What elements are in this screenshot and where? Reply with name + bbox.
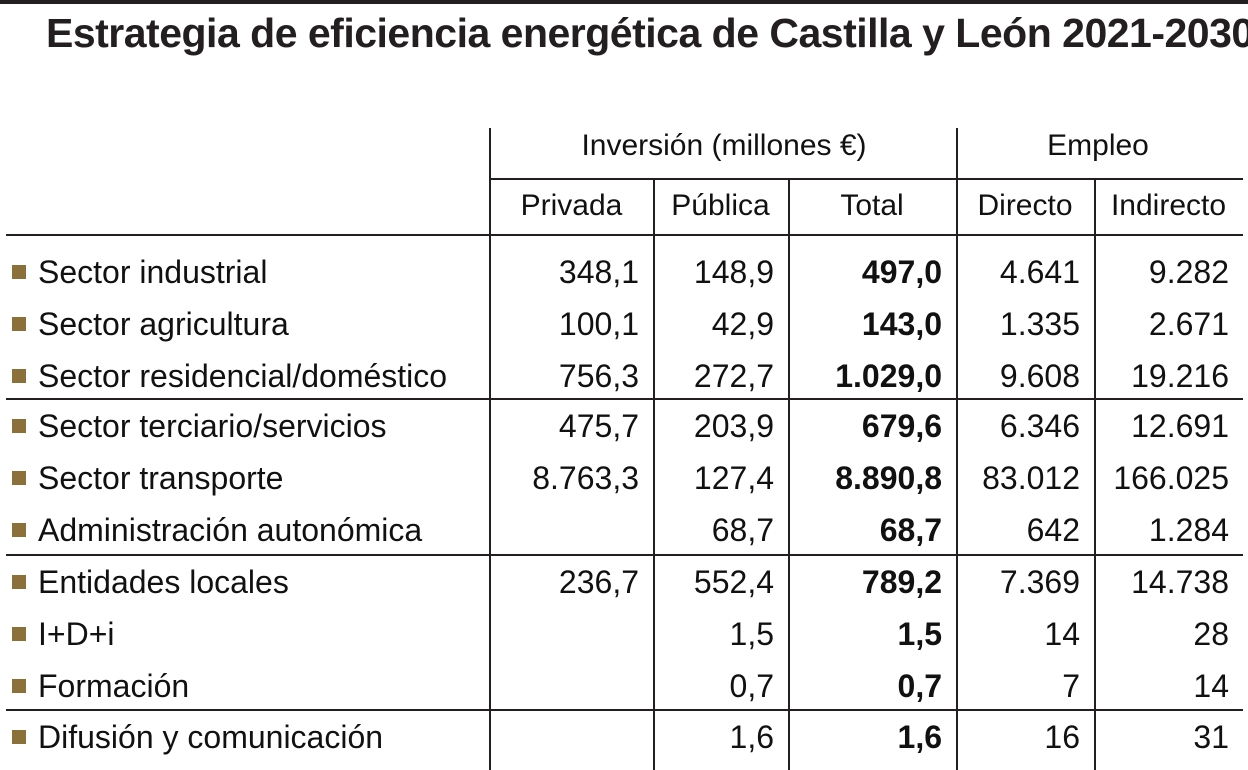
cell-privada bbox=[490, 666, 639, 706]
column-divider bbox=[489, 128, 491, 770]
cell-privada: 756,3 bbox=[558, 358, 639, 394]
cell-privada bbox=[490, 614, 639, 654]
row-label: Formación bbox=[12, 666, 189, 706]
row-label-text: I+D+i bbox=[38, 616, 115, 652]
cell-publica: 203,9 bbox=[693, 408, 774, 444]
cell-directo: 14 bbox=[1044, 616, 1080, 652]
group-header-inversion: Inversión (millones €) bbox=[581, 129, 867, 162]
square-bullet-icon bbox=[12, 679, 26, 693]
square-bullet-icon bbox=[12, 730, 26, 744]
row-label: I+D+i bbox=[12, 614, 114, 654]
top-rule bbox=[0, 0, 1248, 4]
header-bottom-rule bbox=[6, 234, 1243, 236]
cell-privada bbox=[490, 510, 639, 550]
row-label-text: Sector transporte bbox=[38, 460, 284, 496]
cell-total: 8.890,8 bbox=[835, 460, 942, 496]
cell-privada bbox=[490, 717, 639, 757]
row-label-text: Sector terciario/servicios bbox=[38, 408, 387, 444]
cell-total: 143,0 bbox=[861, 306, 942, 342]
cell-indirecto: 31 bbox=[1193, 719, 1229, 755]
cell-publica: 272,7 bbox=[693, 358, 774, 394]
cell-privada: 8.763,3 bbox=[532, 460, 639, 496]
cell-total: 1,6 bbox=[897, 719, 942, 755]
cell-directo: 16 bbox=[1044, 719, 1080, 755]
cell-directo: 1.335 bbox=[999, 306, 1080, 342]
cell-indirecto: 9.282 bbox=[1148, 254, 1229, 290]
row-group-separator bbox=[6, 709, 1243, 711]
row-label: Entidades locales bbox=[12, 562, 289, 602]
cell-privada: 100,1 bbox=[558, 306, 639, 342]
cell-total: 0,7 bbox=[897, 668, 942, 704]
cell-indirecto: 12.691 bbox=[1131, 408, 1229, 444]
cell-publica: 148,9 bbox=[693, 254, 774, 290]
cell-indirecto: 14.738 bbox=[1131, 564, 1229, 600]
cell-privada: 475,7 bbox=[558, 408, 639, 444]
square-bullet-icon bbox=[12, 419, 26, 433]
row-label-text: Difusión y comunicación bbox=[38, 719, 384, 755]
cell-publica: 127,4 bbox=[693, 460, 774, 496]
cell-publica: 0,7 bbox=[729, 668, 774, 704]
cell-indirecto: 14 bbox=[1193, 668, 1229, 704]
group-header-empleo: Empleo bbox=[1047, 129, 1149, 162]
row-label: Sector transporte bbox=[12, 458, 283, 498]
cell-indirecto: 19.216 bbox=[1131, 358, 1229, 394]
row-group-separator bbox=[6, 554, 1243, 556]
row-label: Sector industrial bbox=[12, 252, 267, 292]
column-header-privada: Privada bbox=[520, 189, 623, 222]
cell-publica: 1,5 bbox=[729, 616, 774, 652]
square-bullet-icon bbox=[12, 369, 26, 383]
column-header-publica: Pública bbox=[671, 189, 770, 222]
cell-directo: 642 bbox=[1026, 512, 1080, 548]
row-group-separator bbox=[6, 398, 1243, 400]
cell-total: 1,5 bbox=[897, 616, 942, 652]
cell-total: 68,7 bbox=[879, 512, 942, 548]
cell-total: 679,6 bbox=[861, 408, 942, 444]
group-header-underline bbox=[490, 178, 1243, 180]
cell-publica: 1,6 bbox=[729, 719, 774, 755]
cell-publica: 68,7 bbox=[711, 512, 774, 548]
cell-indirecto: 28 bbox=[1193, 616, 1229, 652]
cell-total: 789,2 bbox=[861, 564, 942, 600]
row-label-text: Sector industrial bbox=[38, 254, 268, 290]
square-bullet-icon bbox=[12, 471, 26, 485]
row-label: Sector agricultura bbox=[12, 304, 289, 344]
column-divider bbox=[788, 180, 790, 770]
cell-privada: 348,1 bbox=[558, 254, 639, 290]
row-label: Administración autonómica bbox=[12, 510, 422, 550]
cell-publica: 552,4 bbox=[693, 564, 774, 600]
cell-directo: 6.346 bbox=[999, 408, 1080, 444]
cell-indirecto: 2.671 bbox=[1148, 306, 1229, 342]
cell-directo: 4.641 bbox=[999, 254, 1080, 290]
column-header-directo: Directo bbox=[977, 189, 1073, 222]
column-divider bbox=[956, 128, 958, 770]
cell-publica: 42,9 bbox=[711, 306, 774, 342]
row-label-text: Sector residencial/doméstico bbox=[38, 358, 448, 394]
column-divider bbox=[1094, 180, 1096, 770]
row-label: Sector residencial/doméstico bbox=[12, 356, 447, 396]
row-label-text: Entidades locales bbox=[38, 564, 289, 600]
cell-indirecto: 166.025 bbox=[1113, 460, 1229, 496]
square-bullet-icon bbox=[12, 317, 26, 331]
row-label-text: Formación bbox=[38, 668, 190, 704]
cell-privada: 236,7 bbox=[558, 564, 639, 600]
square-bullet-icon bbox=[12, 627, 26, 641]
cell-directo: 83.012 bbox=[982, 460, 1080, 496]
square-bullet-icon bbox=[12, 265, 26, 279]
cell-indirecto: 1.284 bbox=[1148, 512, 1229, 548]
column-header-total: Total bbox=[840, 189, 904, 222]
column-header-indirecto: Indirecto bbox=[1110, 189, 1227, 222]
row-label: Sector terciario/servicios bbox=[12, 406, 387, 446]
page-title: Estrategia de eficiencia energética de C… bbox=[46, 10, 1248, 56]
square-bullet-icon bbox=[12, 523, 26, 537]
square-bullet-icon bbox=[12, 575, 26, 589]
row-label: Difusión y comunicación bbox=[12, 717, 383, 757]
cell-directo: 7 bbox=[1062, 668, 1080, 704]
row-label-text: Administración autonómica bbox=[38, 512, 423, 548]
cell-directo: 7.369 bbox=[999, 564, 1080, 600]
cell-total: 1.029,0 bbox=[835, 358, 942, 394]
column-divider bbox=[653, 180, 655, 770]
cell-total: 497,0 bbox=[861, 254, 942, 290]
row-label-text: Sector agricultura bbox=[38, 306, 289, 342]
cell-directo: 9.608 bbox=[999, 358, 1080, 394]
